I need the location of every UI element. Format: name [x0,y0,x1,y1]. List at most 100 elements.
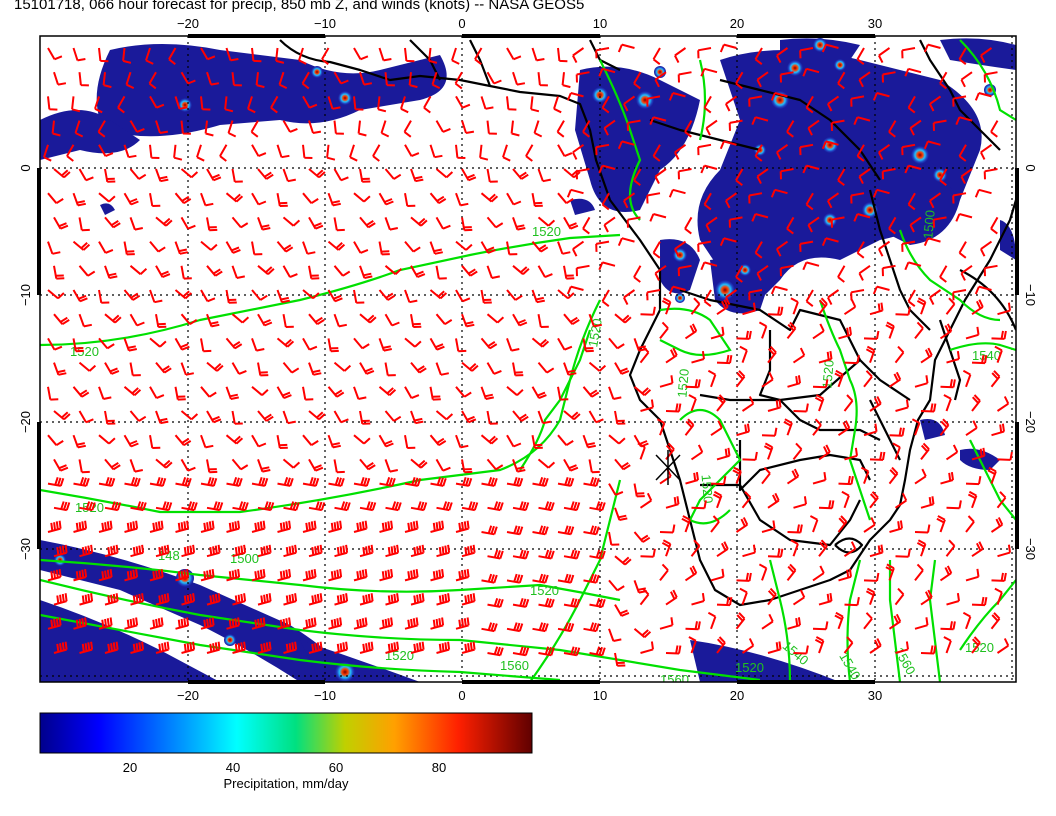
wind-barb [359,458,376,471]
wind-barb [710,420,723,437]
wind-barb [646,289,661,301]
wind-barb [909,119,922,136]
wind-barb [403,120,412,138]
wind-barb [506,386,524,396]
wind-barb [251,386,269,396]
wind-barb [251,338,265,352]
wind-barb [353,192,371,203]
wind-barb [400,96,409,114]
wind-barb [47,617,62,630]
wind-barb [226,617,241,630]
wind-barb [575,264,590,277]
wind-barb [359,168,371,183]
wind-barb [844,597,860,607]
wind-barb [943,394,952,412]
wind-barb [637,442,646,460]
wind-barb [700,67,718,77]
wind-barb [818,539,828,557]
wind-barb [308,410,326,421]
wind-barb [987,466,997,484]
wind-barb [793,645,809,655]
wind-barb [122,47,132,64]
wind-barb [461,168,477,182]
wind-barb [435,265,447,280]
wind-barb [920,442,930,461]
wind-barb [455,240,473,251]
wind-barb [633,265,642,283]
wind-barb [66,144,75,162]
wind-barb [487,501,504,512]
svg-text:1520: 1520 [530,583,559,598]
wind-barb [104,362,120,375]
wind-barb [965,326,980,340]
wind-barb [583,573,600,584]
wind-barb [487,646,504,657]
wind-barb [608,483,624,496]
wind-barb [455,617,470,630]
wind-barb [378,289,396,301]
wind-barb [537,72,548,87]
wind-barb [359,501,377,512]
wind-barb [677,71,692,83]
wind-barb [614,507,628,521]
wind-barb [821,43,839,53]
wind-barb [430,617,445,630]
wind-barb [175,617,190,630]
wind-barb [257,313,273,327]
svg-text:1520: 1520 [699,474,716,504]
wind-barb [481,476,498,487]
wind-barb [946,592,960,606]
wind-barb [732,466,742,484]
wind-barb [563,216,579,230]
wind-barb [690,444,704,461]
wind-barb [200,192,214,207]
wind-barb [582,120,591,138]
wind-barb [454,71,463,90]
wind-barb [557,525,575,536]
wind-barb [787,617,801,630]
wind-barb [117,95,126,114]
wind-barb [461,593,476,606]
wind-barb [914,468,927,485]
wind-barb [557,386,569,401]
wind-barb [685,621,701,631]
wind-barb [705,216,718,233]
wind-barb [124,520,139,533]
wind-barb [410,168,424,183]
wind-barb [226,568,241,582]
wind-barb [149,520,164,533]
lat-tick-label: −20 [1023,411,1038,433]
wind-barb [73,568,88,582]
wind-barb [582,216,591,235]
lon-tick-label: 0 [458,688,465,703]
wind-barb [725,95,738,112]
wind-barb [435,168,454,179]
wind-barb [665,403,682,413]
wind-barb [327,338,339,353]
wind-barb [614,313,632,324]
wind-barb [196,144,205,162]
wind-barb [276,386,292,400]
wind-barb [461,641,476,654]
wind-barb [353,434,371,445]
wind-barb [436,593,451,606]
wind-barb [429,289,448,300]
wind-barb [776,143,789,160]
wind-barb [566,92,584,101]
wind-barb [78,72,89,87]
wind-barb [487,549,504,560]
wind-barb [563,549,581,560]
wind-barb [751,116,769,125]
wind-barb [907,289,916,307]
wind-barb [843,394,854,412]
wind-barb [914,321,924,340]
wind-barb [334,501,351,512]
wind-barb [512,168,529,180]
wind-barb [748,289,763,301]
wind-barb [404,520,419,533]
wind-barb [920,589,933,606]
wind-barb [174,289,193,300]
wind-barb [308,120,322,134]
wind-barb [700,164,718,174]
wind-barb [633,71,642,90]
